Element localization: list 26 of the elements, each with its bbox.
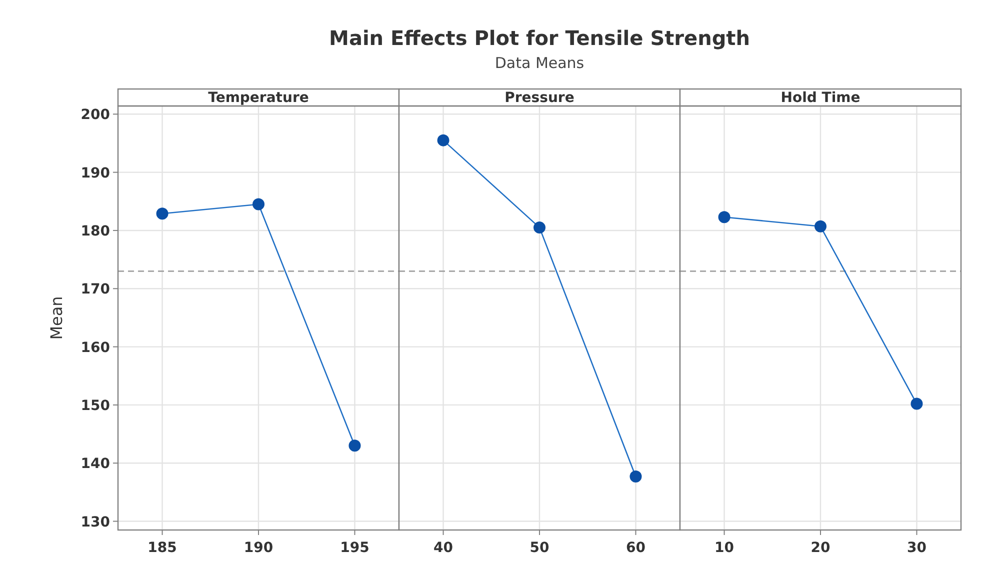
x-tick-label: 30 [906,540,927,556]
y-tick-label: 190 [80,165,110,182]
point [156,208,168,220]
chart-title: Main Effects Plot for Tensile Strength [329,26,750,50]
x-tick-label: 190 [244,540,274,556]
x-axis-title: Pressure [504,90,574,106]
x-tick-label: 185 [148,540,177,556]
x-axis-title: Temperature [208,90,309,106]
x-tick-label: 195 [340,540,370,556]
y-tick-label: 140 [80,456,110,472]
x-tick-label: 10 [714,540,734,556]
y-tick-label: 130 [80,514,110,530]
x-tick-label: 20 [810,540,830,556]
y-tick-label: 170 [80,282,110,298]
y-axis-title: Mean [47,296,66,340]
x-tick-label: 60 [626,540,646,556]
point [348,440,361,452]
x-axis-title: Hold Time [780,90,860,106]
y-tick-label: 150 [80,398,110,414]
y-tick-label: 180 [80,223,110,240]
y-tick-label: 160 [80,340,110,356]
x-tick-label: 50 [530,540,550,556]
chart-subtitle: Data Means [494,54,584,72]
x-tick-label: 40 [434,540,454,556]
point [252,198,264,210]
y-tick-label: 200 [80,107,110,124]
